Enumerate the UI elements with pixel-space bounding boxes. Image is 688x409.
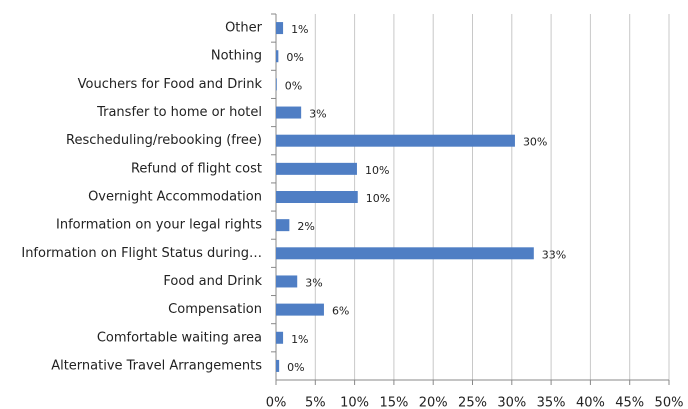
bar xyxy=(276,50,279,63)
value-label: 0% xyxy=(285,79,302,92)
value-label: 3% xyxy=(309,108,326,121)
y-tick-label: Information on Flight Status during… xyxy=(21,246,262,261)
x-tick-label: 35% xyxy=(537,396,566,409)
bar xyxy=(276,162,357,175)
bar xyxy=(276,78,277,91)
x-tick-label: 30% xyxy=(497,396,526,409)
bar xyxy=(276,303,324,316)
y-tick-label: Overnight Accommodation xyxy=(88,190,262,205)
value-label: 30% xyxy=(523,136,547,149)
value-label: 2% xyxy=(297,220,314,233)
bar xyxy=(276,219,290,232)
bar xyxy=(276,247,534,260)
y-tick-label: Food and Drink xyxy=(163,274,262,289)
y-tick-label: Rescheduling/rebooking (free) xyxy=(66,133,262,148)
y-tick-label: Other xyxy=(225,21,263,36)
y-tick-label: Compensation xyxy=(168,302,262,317)
y-tick-label: Comfortable waiting area xyxy=(97,330,262,345)
x-tick-label: 5% xyxy=(305,396,326,409)
value-label: 10% xyxy=(365,164,389,177)
value-label: 1% xyxy=(291,333,308,346)
value-label: 0% xyxy=(286,51,303,64)
y-tick-label: Transfer to home or hotel xyxy=(96,105,262,120)
bar xyxy=(276,331,284,344)
y-tick-label: Alternative Travel Arrangements xyxy=(51,358,262,373)
x-tick-label: 50% xyxy=(655,396,684,409)
x-tick-label: 40% xyxy=(576,396,605,409)
value-label: 1% xyxy=(291,23,308,36)
value-label: 0% xyxy=(287,361,304,374)
bar xyxy=(276,191,358,203)
y-tick-label: Vouchers for Food and Drink xyxy=(78,77,263,92)
bar xyxy=(276,22,284,35)
x-tick-label: 15% xyxy=(379,396,408,409)
y-tick-label: Information on your legal rights xyxy=(56,218,262,233)
bar xyxy=(276,106,302,119)
x-tick-label: 25% xyxy=(458,396,487,409)
y-tick-label: Refund of flight cost xyxy=(131,161,262,176)
x-tick-label: 0% xyxy=(266,396,287,409)
value-label: 33% xyxy=(542,248,566,261)
x-tick-label: 20% xyxy=(419,396,448,409)
x-tick-label: 45% xyxy=(615,396,644,409)
bar xyxy=(276,134,515,147)
value-label: 6% xyxy=(332,305,349,318)
y-tick-label: Nothing xyxy=(211,49,262,64)
value-label: 3% xyxy=(305,276,322,289)
value-label: 10% xyxy=(366,192,390,205)
bar xyxy=(276,359,280,372)
x-tick-label: 10% xyxy=(340,396,369,409)
bar xyxy=(276,275,298,288)
